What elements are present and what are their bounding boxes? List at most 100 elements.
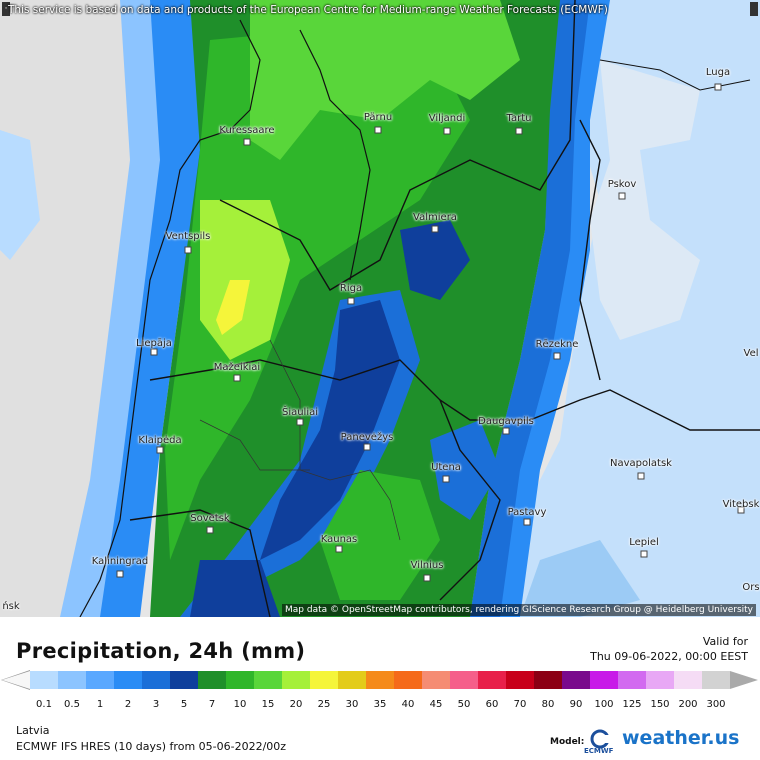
colorbar	[30, 671, 730, 689]
precipitation-map[interactable]: · This service is based on data and prod…	[0, 0, 760, 617]
colorbar-tick-label: 60	[485, 699, 499, 710]
colorbar-cell	[254, 671, 282, 689]
city-marker	[363, 443, 371, 451]
colorbar-cell	[30, 671, 58, 689]
map-attribution: Map data © OpenStreetMap contributors, r…	[282, 604, 756, 616]
colorbar-tick-label: 0.1	[36, 699, 52, 710]
city-marker	[523, 518, 531, 526]
colorbar-tick-label: 7	[208, 699, 216, 710]
city-marker	[116, 570, 124, 578]
city-label: Utena	[431, 462, 461, 473]
city-label: Pärnu	[363, 112, 393, 123]
city-marker	[206, 526, 214, 534]
colorbar-cell	[422, 671, 450, 689]
colorbar-cell	[450, 671, 478, 689]
city-marker	[637, 472, 645, 480]
city-label: Kuressaare	[219, 125, 275, 136]
city-label: Daugavpils	[478, 416, 534, 427]
city-label: Šiauliai	[281, 407, 319, 418]
ecmwf-logo-icon	[590, 729, 610, 749]
city-label: Vilnius	[410, 560, 444, 571]
city-marker	[443, 127, 451, 135]
city-marker	[442, 475, 450, 483]
city-label: Rēzekne	[535, 339, 579, 350]
colorbar-cell	[338, 671, 366, 689]
weather-us-logo[interactable]: weather.us	[622, 727, 740, 749]
colorbar-tick-label: 100	[594, 699, 614, 710]
colorbar-tick-label: 40	[401, 699, 415, 710]
colorbar-cell	[142, 671, 170, 689]
colorbar-cell	[646, 671, 674, 689]
city-marker	[150, 348, 158, 356]
colorbar-cell	[534, 671, 562, 689]
colorbar-tick-label: 1	[96, 699, 104, 710]
colorbar-cell	[618, 671, 646, 689]
city-marker	[156, 446, 164, 454]
city-label: Mažeikiai	[213, 362, 261, 373]
city-marker	[640, 550, 648, 558]
city-marker	[431, 225, 439, 233]
close-notice-icon[interactable]: ·	[2, 2, 10, 16]
colorbar-tick-label: 3	[152, 699, 160, 710]
colorbar-cell	[506, 671, 534, 689]
colorbar-cell	[282, 671, 310, 689]
colorbar-tick-label: 200	[678, 699, 698, 710]
city-label: Tartu	[506, 113, 532, 124]
city-marker	[184, 246, 192, 254]
legend-title: Precipitation, 24h (mm)	[16, 639, 306, 663]
colorbar-tick-label: 5	[180, 699, 188, 710]
city-label: Ors	[742, 582, 760, 593]
colorbar-tick-label: 2	[124, 699, 132, 710]
colorbar-cell	[58, 671, 86, 689]
colorbar-tick-label: 45	[429, 699, 443, 710]
colorbar-tick-label: 15	[261, 699, 275, 710]
city-label: Liepāja	[136, 338, 172, 349]
colorbar-cell	[674, 671, 702, 689]
city-label: ńsk	[2, 601, 20, 612]
city-marker	[618, 192, 626, 200]
colorbar-tick-label: 35	[373, 699, 387, 710]
city-label: Vel	[743, 348, 759, 359]
colorbar-min-arrow	[2, 671, 30, 689]
colorbar-tick-label: 125	[622, 699, 642, 710]
colorbar-cell	[478, 671, 506, 689]
city-label: Navapolatsk	[610, 458, 672, 469]
city-marker	[502, 427, 510, 435]
city-marker	[233, 374, 241, 382]
colorbar-tick-label: 150	[650, 699, 670, 710]
model-run: ECMWF IFS HRES (10 days) from 05-06-2022…	[16, 740, 287, 753]
colorbar-tick-label: 20	[289, 699, 303, 710]
city-label: Luga	[705, 67, 731, 78]
valid-label: Valid for	[702, 635, 748, 648]
colorbar-cell	[394, 671, 422, 689]
colorbar-cell	[366, 671, 394, 689]
city-label: Valmiera	[413, 212, 457, 223]
city-label: Vitebsk	[722, 499, 760, 510]
city-label: Panevėžys	[340, 432, 394, 443]
colorbar-cell	[226, 671, 254, 689]
colorbar-cell	[114, 671, 142, 689]
ecmwf-org-label: ECMWF	[584, 747, 614, 755]
colorbar-tick-label: 90	[569, 699, 583, 710]
city-marker	[335, 545, 343, 553]
city-marker	[296, 418, 304, 426]
colorbar-cell	[170, 671, 198, 689]
city-marker	[714, 83, 722, 91]
city-label: Kaunas	[320, 534, 358, 545]
city-marker	[737, 506, 745, 514]
city-label: Kaliningrad	[91, 556, 149, 567]
city-marker	[243, 138, 251, 146]
city-label: Pastavy	[507, 507, 547, 518]
city-label: Ventspils	[165, 231, 211, 242]
region-label: Latvia	[16, 724, 50, 737]
city-label: Pskov	[607, 179, 637, 190]
colorbar-tick-label: 70	[513, 699, 527, 710]
colorbar-tick-label: 50	[457, 699, 471, 710]
colorbar-cell	[86, 671, 114, 689]
ecmwf-notice: This service is based on data and produc…	[8, 4, 608, 16]
model-label: Model:	[550, 737, 585, 747]
city-label: Viljandi	[428, 113, 466, 124]
close-right-icon[interactable]	[750, 2, 758, 16]
colorbar-max-arrow	[730, 671, 758, 689]
colorbar-tick-label: 10	[233, 699, 247, 710]
